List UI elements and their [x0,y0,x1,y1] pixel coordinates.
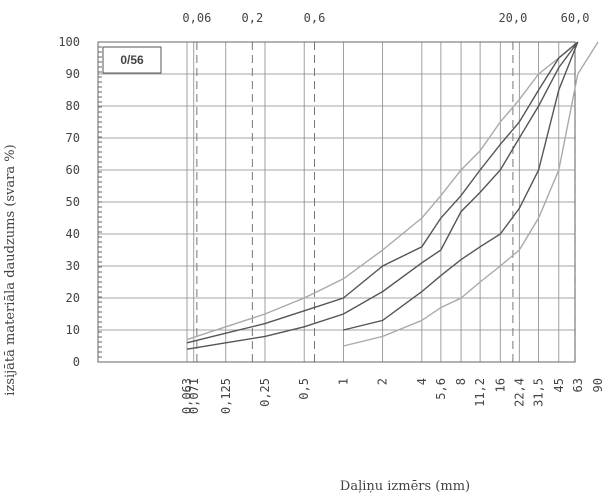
y-tick-label: 70 [66,131,80,145]
series-line [186,41,579,350]
x-tick-label: 0,25 [258,378,272,407]
label-box [102,46,162,74]
top-tick-label: 0,06 [182,11,211,25]
y-tick-label: 100 [58,35,80,49]
series-line [186,41,579,344]
x-tick-label: 8 [454,378,468,385]
x-tick-label: 5,6 [434,378,448,400]
top-tick-label: 0,2 [242,11,264,25]
top-tick-label: 60,0 [561,11,590,25]
y-title: izsijātā materiāla daudzums (svara %) [3,144,18,395]
top-tick-label: 0,6 [304,11,326,25]
series-line [343,41,579,331]
y-tick-label: 50 [66,195,80,209]
x-tick-label: 0,125 [219,378,233,414]
x-tick-label: 31,5 [532,378,546,407]
x-tick-label: 11,2 [473,378,487,407]
x-title: Daļiņu izmērs (mm) [340,479,470,494]
x-tick-label: 22,4 [512,378,526,407]
x-tick-label: 0,5 [297,378,311,400]
y-tick-label: 0 [73,355,80,369]
x-tick-label: 0,071 [187,378,201,414]
x-tick-label: 2 [376,378,390,385]
series-line [186,41,579,341]
x-tick-label: 45 [552,378,566,392]
y-tick-label: 30 [66,259,80,273]
x-tick-label: 4 [415,378,429,385]
y-tick-label: 10 [66,323,80,337]
x-tick-label: 0,063 [180,378,194,414]
curve-label: 0/56 [120,53,144,67]
y-tick-label: 80 [66,99,80,113]
y-tick-label: 90 [66,67,80,81]
y-tick-label: 20 [66,291,80,305]
x-tick-label: 90 [591,378,605,392]
x-tick-label: 16 [493,378,507,392]
x-tick-label: 1 [336,378,350,385]
y-tick-label: 40 [66,227,80,241]
x-tick-label: 63 [571,378,585,392]
y-tick-label: 60 [66,163,80,177]
series-line [343,41,599,347]
top-tick-label: 20,0 [498,11,527,25]
